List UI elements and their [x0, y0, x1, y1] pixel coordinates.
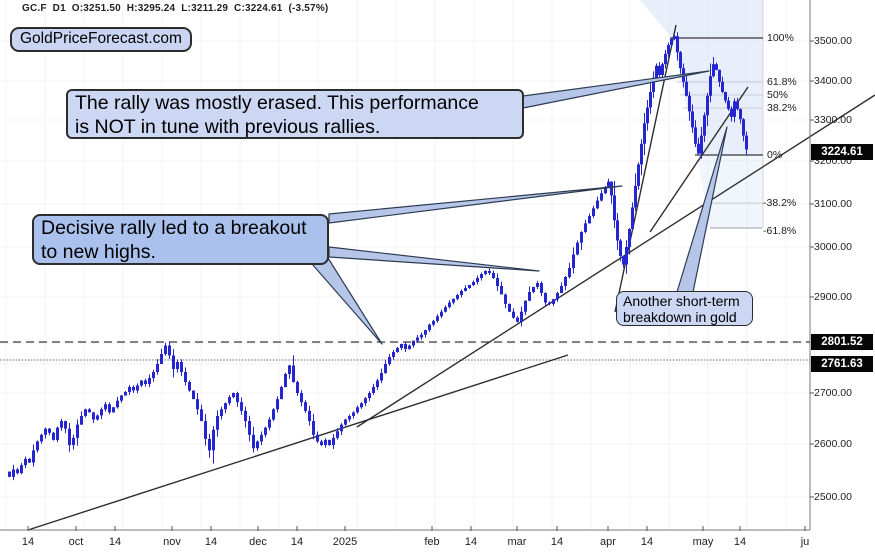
- x-axis-label: apr: [600, 536, 616, 548]
- callout-wedge: [311, 257, 383, 345]
- annotation-text: Another short-term: [623, 293, 740, 309]
- candlesticks: [8, 32, 748, 481]
- x-axis-label: 14: [108, 536, 122, 548]
- x-axis-label: 14: [733, 536, 747, 548]
- fib-level-label: 0%: [767, 149, 783, 161]
- x-axis-label: oct: [68, 536, 84, 548]
- price-axis-label: 2700.00: [814, 387, 852, 399]
- annotation-breakdown: Another short-term breakdown in gold: [616, 291, 753, 326]
- x-axis-label: 14: [21, 536, 35, 548]
- x-axis-label: 14: [290, 536, 304, 548]
- annotation-text: is NOT in tune with previous rallies.: [75, 116, 381, 138]
- fibonacci-retracement: [640, 0, 764, 229]
- x-axis-label: 2025: [332, 536, 358, 548]
- x-axis-label: nov: [163, 536, 181, 548]
- x-axis-label: dec: [249, 536, 267, 548]
- fib-level-label: 61.8%: [767, 76, 797, 88]
- trendline: [356, 94, 875, 428]
- trendline: [27, 354, 569, 531]
- fib-level-label: 100%: [767, 32, 794, 44]
- annotation-text: to new highs.: [41, 241, 156, 263]
- watermark-goldpriceforecast: GoldPriceForecast.com: [10, 27, 192, 52]
- fib-level-label: -61.8%: [763, 225, 797, 237]
- last-price-badge: 3224.61: [811, 144, 873, 160]
- price-axis-label: 3400.00: [814, 75, 852, 87]
- x-axis-label: 14: [640, 536, 654, 548]
- x-axis-label: ju: [800, 536, 810, 548]
- annotation-rally-erased: The rally was mostly erased. This perfor…: [66, 89, 524, 139]
- price-axis-label: 3300.00: [814, 114, 852, 126]
- x-axis-label: 14: [550, 536, 564, 548]
- symbol-ohlc-title: GC.F D1 O:3251.50 H:3295.24 L:3211.29 C:…: [22, 3, 329, 14]
- price-axis-label: 2600.00: [814, 438, 852, 450]
- annotation-text: breakdown in gold: [623, 309, 737, 325]
- annotation-text: Decisive rally led to a breakout: [41, 217, 307, 239]
- price-axis-label: 2500.00: [814, 491, 852, 503]
- annotation-decisive-rally: Decisive rally led to a breakout to new …: [32, 214, 329, 265]
- axes: [0, 0, 814, 531]
- x-axis-label: 14: [464, 536, 478, 548]
- fib-level-label: 38.2%: [767, 102, 797, 114]
- fib-level-label: 50%: [767, 89, 789, 101]
- price-level-badge: 2801.52: [811, 334, 873, 350]
- annotation-text: The rally was mostly erased. This perfor…: [75, 92, 479, 114]
- price-level-badge: 2761.63: [811, 356, 873, 372]
- price-axis-label: 3100.00: [814, 198, 852, 210]
- x-axis-label: 14: [204, 536, 218, 548]
- fib-level-label: -38.2%: [763, 197, 797, 209]
- callout-wedge: [328, 246, 540, 272]
- price-axis-label: 3500.00: [814, 35, 852, 47]
- price-axis-label: 2900.00: [814, 291, 852, 303]
- callout-wedge: [522, 70, 710, 109]
- x-axis-label: may: [692, 536, 714, 548]
- x-axis-label: feb: [424, 536, 440, 548]
- callout-wedge: [328, 185, 623, 224]
- trendline: [614, 24, 677, 313]
- price-axis-label: 3000.00: [814, 241, 852, 253]
- x-axis-label: mar: [507, 536, 527, 548]
